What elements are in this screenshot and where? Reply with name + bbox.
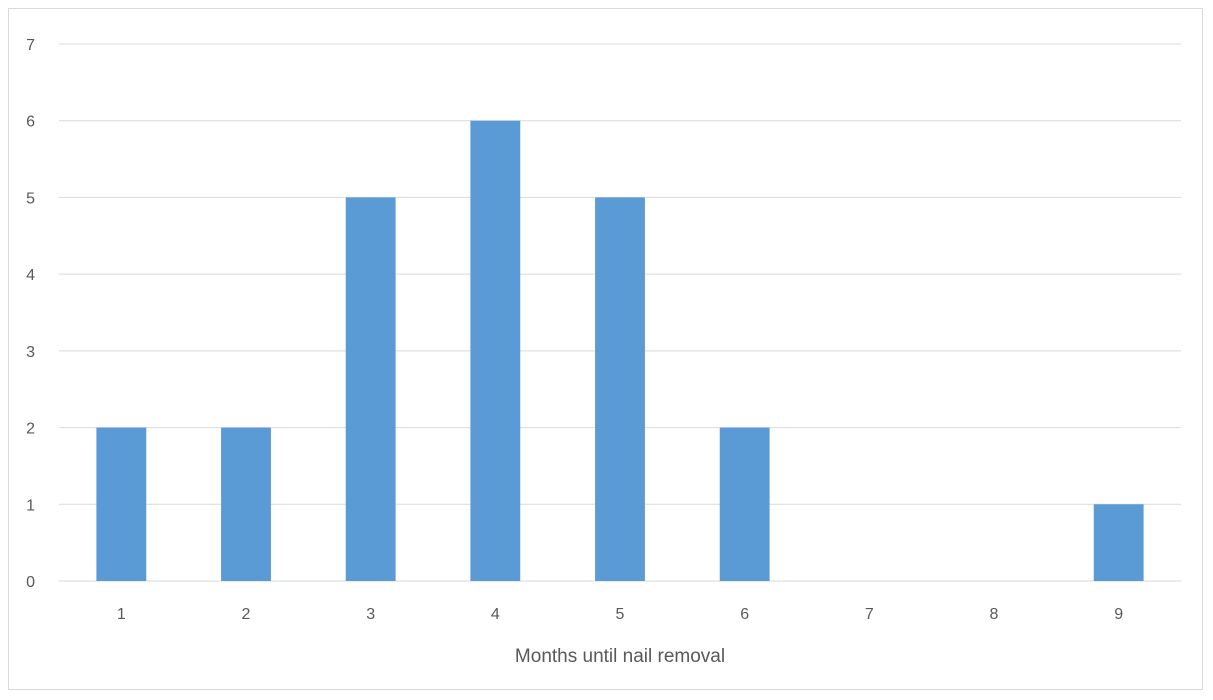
bar-6 [719, 427, 770, 581]
x-tick-label: 2 [242, 606, 251, 623]
x-tick-label: 3 [366, 606, 375, 623]
bar-5 [595, 197, 645, 581]
y-tick-label: 1 [26, 497, 35, 514]
y-tick-label: 6 [26, 114, 35, 131]
x-axis-title: Months until nail removal [515, 646, 725, 667]
bar-1 [96, 427, 147, 581]
y-axis-ticks: 0 1 2 3 4 5 6 7 [26, 37, 35, 591]
x-tick-label: 7 [865, 606, 874, 623]
x-tick-label: 1 [117, 606, 126, 623]
y-tick-label: 0 [26, 574, 35, 591]
x-tick-label: 4 [491, 606, 500, 623]
bar-3 [345, 197, 396, 581]
y-tick-label: 5 [26, 190, 35, 207]
y-tick-label: 7 [26, 37, 35, 54]
y-tick-label: 3 [26, 344, 35, 361]
bar-9 [1093, 504, 1144, 581]
x-tick-label: 5 [616, 606, 625, 623]
y-tick-label: 4 [26, 267, 35, 284]
x-tick-label: 9 [1114, 606, 1123, 623]
x-tick-label: 6 [740, 606, 749, 623]
y-tick-label: 2 [26, 421, 35, 438]
bars [96, 120, 1144, 581]
x-axis-ticks: 1 2 3 4 5 6 7 8 9 [117, 606, 1123, 623]
bar-2 [221, 427, 271, 581]
x-tick-label: 8 [990, 606, 999, 623]
bar-4 [470, 120, 521, 581]
